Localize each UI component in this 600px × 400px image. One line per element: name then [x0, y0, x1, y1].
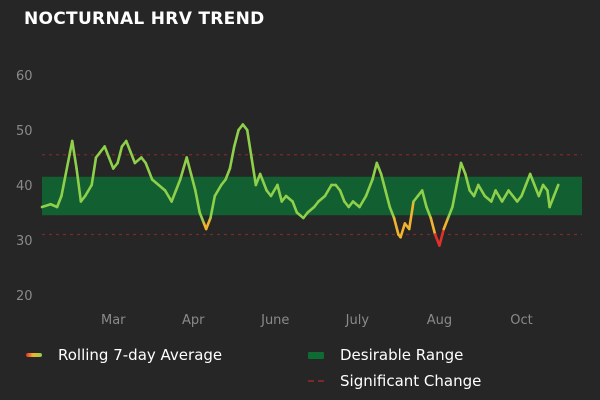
series-segment	[399, 222, 407, 239]
series-segment	[269, 183, 279, 198]
series-segment	[524, 172, 532, 187]
series-segment	[224, 167, 232, 181]
series-segment	[317, 194, 327, 203]
series-segment	[546, 189, 551, 209]
series-segment	[407, 200, 415, 231]
x-tick-label-oct: Oct	[510, 313, 532, 328]
y-tick-label-60: 60	[16, 69, 33, 84]
series-segment	[129, 150, 137, 165]
series-segment	[364, 178, 374, 198]
y-tick-label-20: 20	[16, 289, 33, 304]
series-segment	[284, 194, 294, 203]
series-segment	[438, 227, 446, 247]
series-segment	[90, 156, 98, 187]
series-segment	[157, 183, 167, 192]
y-tick-label-30: 30	[16, 234, 33, 249]
y-tick-label-50: 50	[16, 124, 33, 139]
series-segment	[384, 189, 392, 209]
series-segment	[351, 200, 361, 209]
series-segment	[116, 145, 124, 165]
series-segment	[83, 183, 93, 198]
x-tick-label-aug: Aug	[427, 313, 452, 328]
series-segment	[150, 178, 160, 187]
series-segment	[213, 183, 223, 198]
series-segment	[185, 156, 193, 176]
series-segment	[189, 172, 197, 192]
series-segment	[258, 172, 268, 192]
series-segment	[552, 183, 560, 198]
series-segment	[500, 189, 510, 203]
series-segment	[358, 194, 368, 209]
series-segment	[459, 161, 467, 176]
series-segment	[537, 183, 545, 198]
x-tick-label-july: July	[345, 313, 370, 328]
series-segment	[55, 194, 63, 209]
series-segment	[425, 205, 433, 220]
series-segment	[107, 156, 115, 170]
series-segment	[489, 189, 497, 203]
series-segment	[204, 216, 212, 231]
series-segment	[70, 139, 78, 170]
series-segment	[392, 216, 400, 236]
series-segment	[254, 172, 262, 187]
series-segment	[472, 183, 480, 198]
series-segment	[40, 202, 52, 209]
series-segment	[75, 167, 83, 203]
series-segment	[163, 189, 173, 203]
series-segment	[429, 216, 437, 236]
series-segment	[451, 183, 459, 209]
series-segment	[144, 161, 154, 181]
y-tick-label-40: 40	[16, 179, 33, 194]
series-segment	[420, 189, 428, 209]
series-segment	[209, 194, 217, 220]
series-segment	[520, 183, 528, 198]
series-segment	[375, 161, 383, 176]
series-segment	[228, 145, 236, 170]
series-segment	[178, 156, 189, 181]
series-segment	[276, 183, 284, 203]
series-segment	[64, 150, 72, 176]
series-segment	[379, 172, 387, 192]
series-segment	[291, 200, 299, 214]
series-segment	[133, 156, 143, 165]
series-segment	[388, 205, 396, 220]
x-tick-label-apr: Apr	[182, 313, 205, 328]
series-segment	[194, 189, 201, 214]
series-segment	[494, 189, 504, 203]
series-segment	[338, 189, 346, 203]
series-segment	[250, 156, 258, 187]
series-segment	[483, 194, 493, 203]
series-segment	[548, 194, 556, 209]
series-segment	[323, 183, 333, 198]
series-segment	[477, 183, 487, 198]
series-segment	[60, 172, 68, 198]
series-segment	[464, 172, 471, 192]
series-segment	[528, 172, 536, 187]
x-tick-label-mar: Mar	[101, 313, 126, 328]
chart-title: NOCTURNAL HRV TREND	[24, 9, 265, 29]
x-tick-label-june: June	[260, 313, 289, 328]
series-segment	[174, 178, 182, 192]
series-segment	[198, 211, 206, 225]
series-segment	[103, 145, 111, 159]
series-segment	[295, 211, 305, 220]
series-segment	[442, 216, 450, 231]
series-segment	[371, 161, 379, 181]
series-segment	[170, 189, 178, 203]
series-segment	[533, 183, 541, 198]
series-segment	[245, 128, 253, 159]
series-segment	[446, 205, 454, 220]
series-segment	[455, 161, 463, 187]
series-segment	[306, 205, 316, 214]
series-segment	[232, 128, 240, 148]
series-segment	[124, 139, 132, 154]
